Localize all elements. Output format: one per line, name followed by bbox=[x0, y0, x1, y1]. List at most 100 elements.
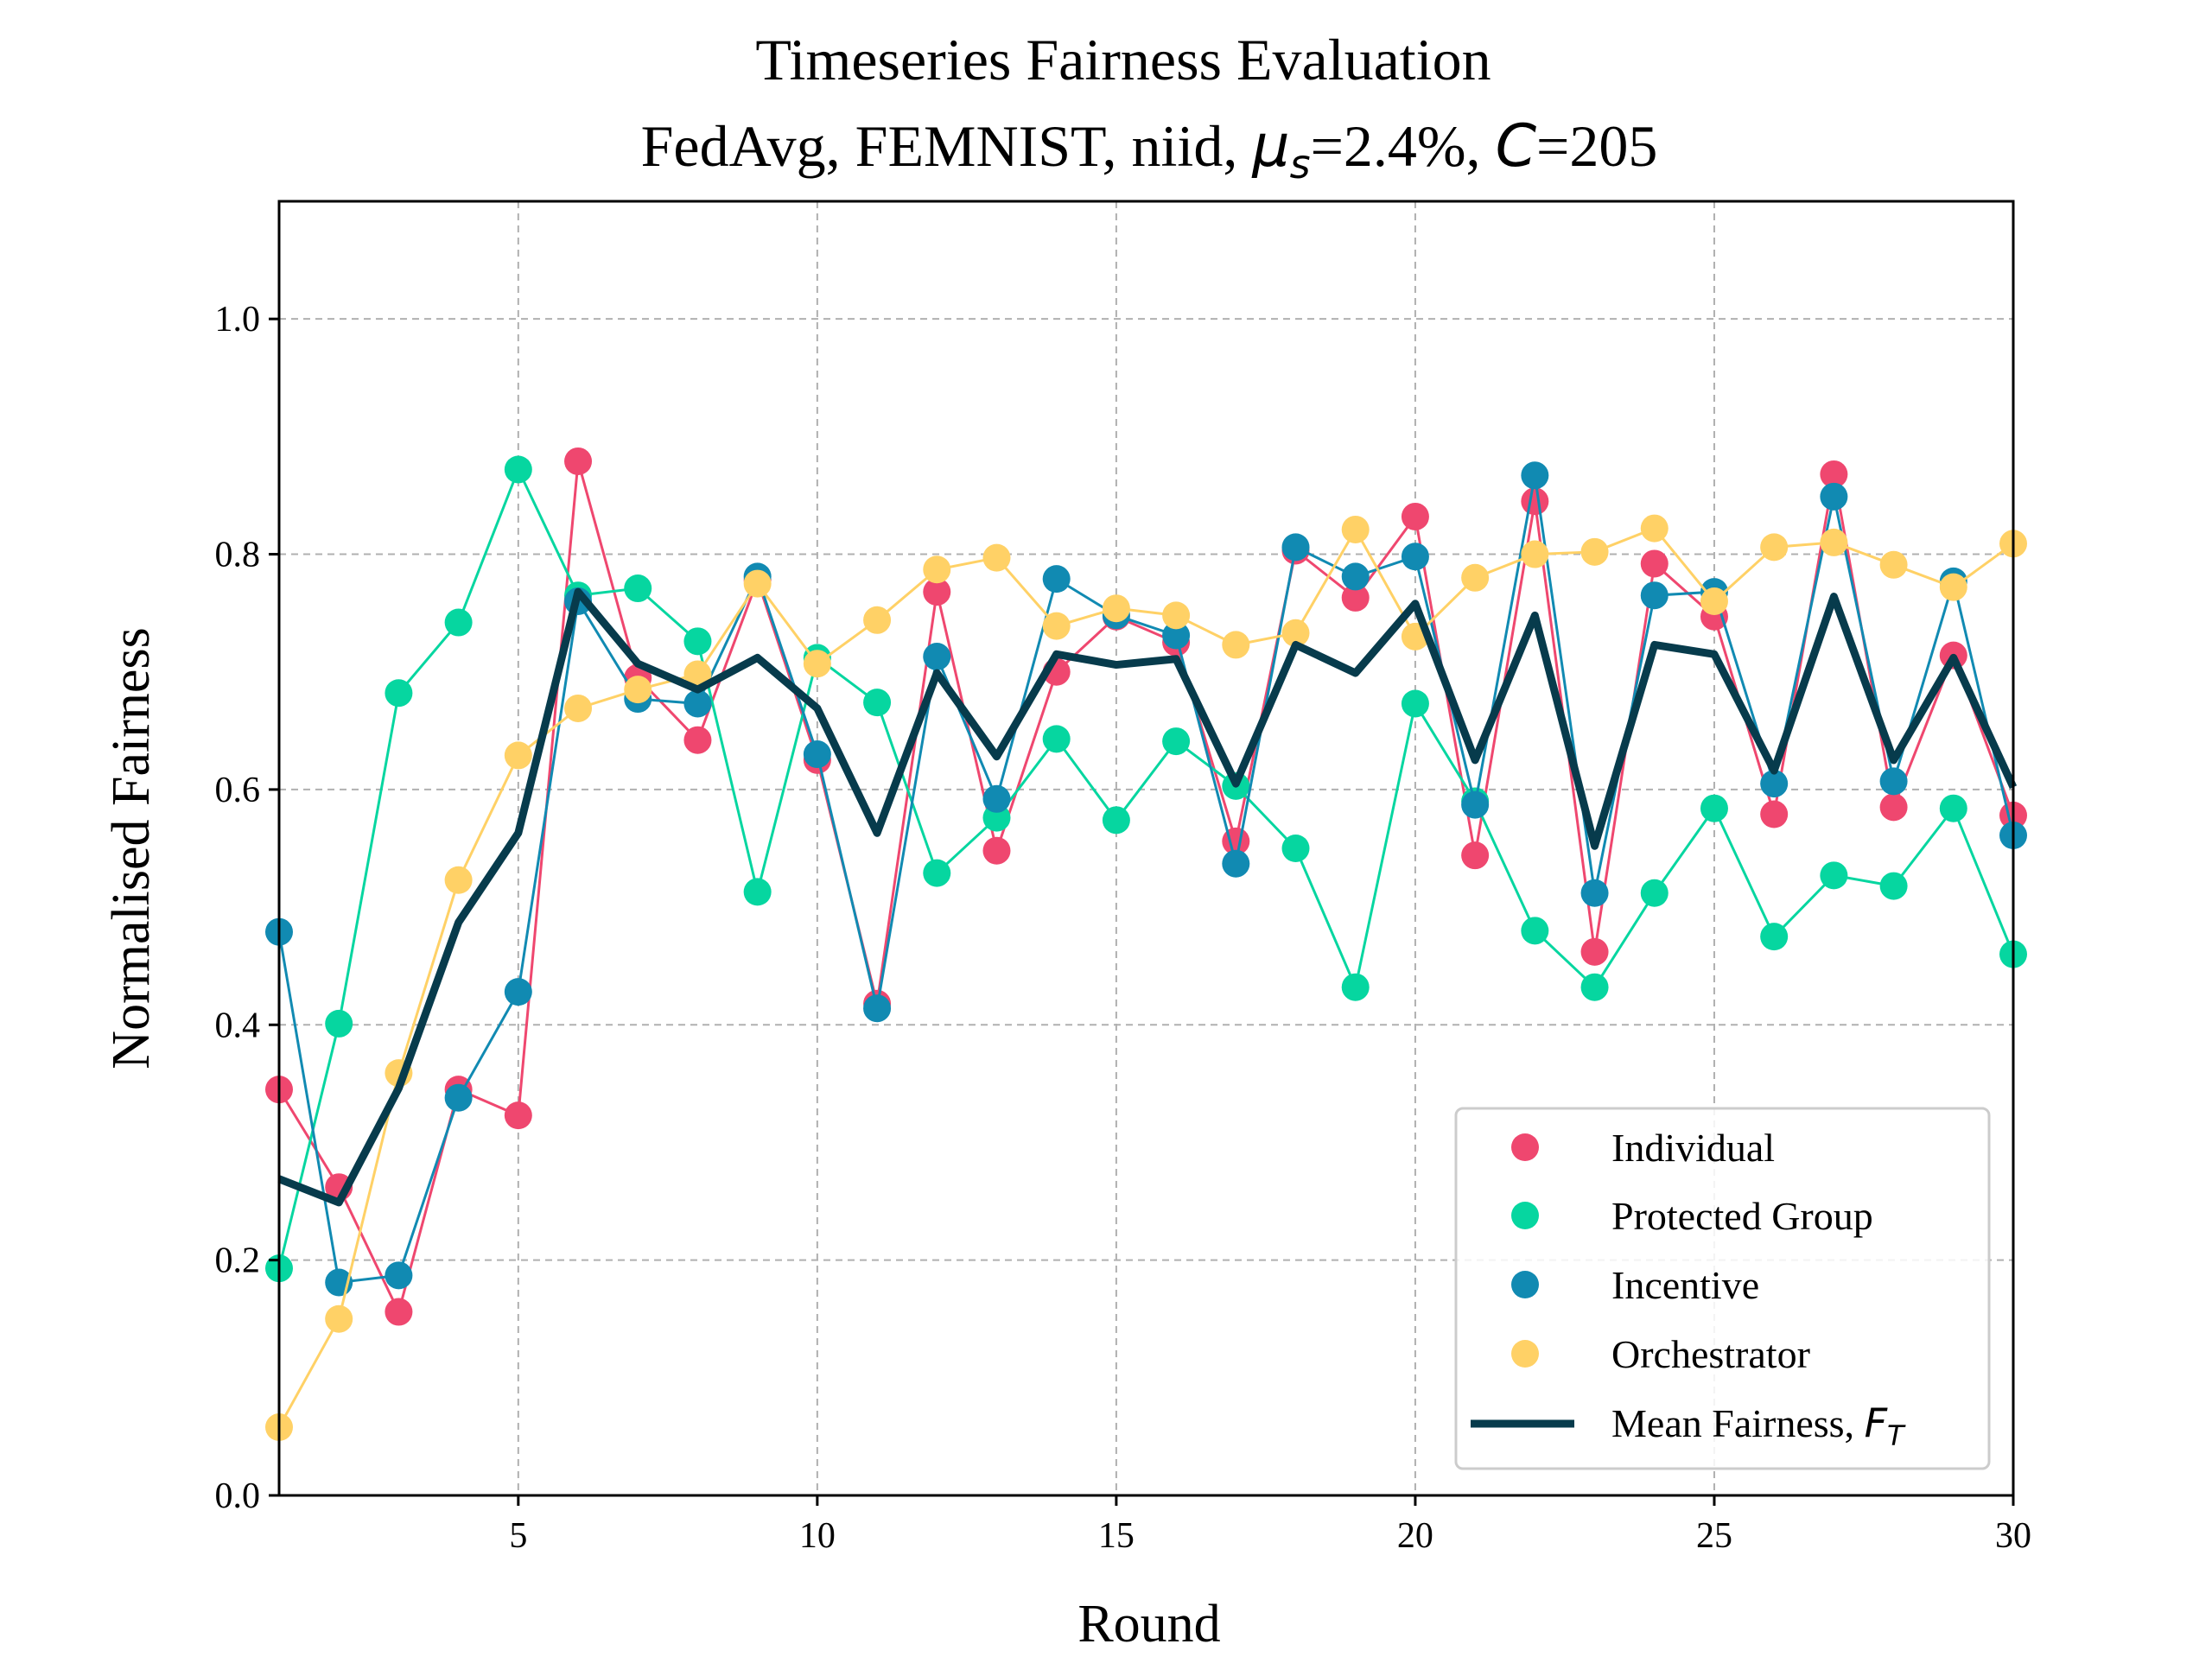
point-incentive bbox=[982, 784, 1011, 813]
point-orchestrator bbox=[1341, 515, 1370, 543]
point-individual bbox=[564, 447, 593, 475]
point-individual bbox=[683, 726, 712, 754]
point-incentive bbox=[1640, 581, 1669, 610]
point-incentive bbox=[1341, 562, 1370, 591]
point-orchestrator bbox=[564, 694, 593, 722]
mean-fairness-line bbox=[277, 587, 2018, 1207]
point-orchestrator bbox=[1042, 612, 1071, 640]
point-incentive bbox=[1222, 849, 1250, 878]
point-incentive bbox=[1042, 565, 1071, 593]
point-protected-group bbox=[444, 608, 473, 637]
y-tick-label: 1.0 bbox=[215, 300, 261, 340]
legend-marker-orchestrator bbox=[1511, 1340, 1539, 1368]
point-individual bbox=[1580, 937, 1609, 966]
legend-label-incentive: Incentive bbox=[1611, 1263, 1759, 1307]
y-tick-label: 0.8 bbox=[215, 536, 261, 575]
point-individual bbox=[923, 578, 951, 606]
point-orchestrator bbox=[1222, 631, 1250, 659]
y-tick-label: 0.0 bbox=[215, 1476, 261, 1516]
point-protected-group bbox=[923, 859, 951, 887]
point-protected-group bbox=[1760, 923, 1789, 951]
point-protected-group bbox=[1820, 861, 1848, 890]
series-protected-group bbox=[265, 455, 2027, 1283]
legend-label-orchestrator: Orchestrator bbox=[1611, 1332, 1810, 1376]
point-orchestrator bbox=[803, 650, 831, 678]
legend-marker-individual bbox=[1511, 1133, 1539, 1161]
point-incentive bbox=[1879, 767, 1908, 796]
point-orchestrator bbox=[743, 569, 772, 598]
point-protected-group bbox=[1401, 689, 1429, 718]
point-orchestrator bbox=[683, 660, 712, 689]
point-incentive bbox=[1281, 533, 1310, 562]
point-individual bbox=[1640, 549, 1669, 578]
chart-title: Timeseries Fairness Evaluation bbox=[755, 27, 1491, 92]
point-incentive bbox=[923, 643, 951, 671]
point-orchestrator bbox=[444, 866, 473, 894]
point-protected-group bbox=[1102, 806, 1130, 835]
point-orchestrator bbox=[923, 555, 951, 584]
point-individual bbox=[385, 1298, 413, 1326]
legend-label-mean: Mean Fairness, FT bbox=[1611, 1400, 1906, 1452]
point-protected-group bbox=[504, 455, 532, 484]
point-protected-group bbox=[325, 1009, 353, 1038]
x-tick-label: 5 bbox=[509, 1516, 527, 1556]
point-protected-group bbox=[1162, 727, 1191, 756]
point-orchestrator bbox=[1820, 528, 1848, 556]
point-orchestrator bbox=[1461, 563, 1490, 592]
legend-marker-incentive bbox=[1511, 1271, 1539, 1298]
series-line-protected-group bbox=[277, 466, 2015, 1269]
subtitle-prefix: FedAvg, FEMNIST, niid, bbox=[641, 113, 1253, 179]
y-tick-label: 0.4 bbox=[215, 1006, 261, 1045]
x-tick-label: 20 bbox=[1397, 1516, 1433, 1556]
point-incentive bbox=[803, 740, 831, 769]
point-protected-group bbox=[1640, 879, 1669, 907]
point-orchestrator bbox=[1102, 594, 1130, 623]
point-orchestrator bbox=[1879, 550, 1908, 579]
point-orchestrator bbox=[1640, 514, 1669, 543]
x-tick-label: 25 bbox=[1696, 1516, 1732, 1556]
point-orchestrator bbox=[1521, 540, 1549, 568]
point-protected-group bbox=[1042, 725, 1071, 753]
point-individual bbox=[1461, 841, 1490, 870]
point-protected-group bbox=[1580, 973, 1609, 1001]
point-orchestrator bbox=[504, 741, 532, 770]
point-orchestrator bbox=[1939, 573, 1967, 601]
point-orchestrator bbox=[982, 543, 1011, 572]
plot-frame bbox=[277, 200, 2015, 1497]
point-protected-group bbox=[1341, 973, 1370, 1001]
point-incentive bbox=[504, 978, 532, 1006]
chart-subtitle: FedAvg, FEMNIST, niid, μs=2.4%, C=205 bbox=[641, 112, 1658, 187]
point-individual bbox=[982, 836, 1011, 865]
point-incentive bbox=[385, 1261, 413, 1290]
point-incentive bbox=[1461, 790, 1490, 819]
point-protected-group bbox=[1700, 794, 1728, 822]
point-incentive bbox=[863, 994, 892, 1023]
legend-box bbox=[1454, 1107, 1991, 1470]
series-line-individual bbox=[277, 460, 2015, 1316]
point-orchestrator bbox=[1281, 619, 1310, 647]
x-tick-label: 15 bbox=[1098, 1516, 1135, 1556]
point-individual bbox=[1760, 800, 1789, 828]
series-line-incentive bbox=[277, 475, 2015, 1285]
point-orchestrator bbox=[1580, 537, 1609, 566]
subtitle-c-value: =205 bbox=[1536, 113, 1657, 179]
series-orchestrator bbox=[265, 514, 2027, 1442]
point-individual bbox=[1401, 502, 1429, 530]
y-axis-label: Normalised Fairness bbox=[102, 627, 161, 1069]
point-orchestrator bbox=[1760, 533, 1789, 562]
point-protected-group bbox=[1281, 835, 1310, 862]
legend-items: Individual Protected Group Incentive Orches… bbox=[1471, 1126, 1873, 1428]
legend: Individual Protected Group Incentive Orches… bbox=[1454, 1107, 1991, 1470]
point-orchestrator bbox=[325, 1304, 353, 1333]
point-protected-group bbox=[743, 878, 772, 906]
x-axis-label: Round bbox=[1077, 1595, 1220, 1653]
point-protected-group bbox=[1879, 872, 1908, 900]
subtitle-c: C bbox=[1496, 112, 1537, 181]
legend-label-protected-group: Protected Group bbox=[1611, 1194, 1873, 1238]
legend-mean-text: Mean Fairness, bbox=[1611, 1401, 1865, 1445]
point-protected-group bbox=[624, 574, 652, 603]
point-individual bbox=[1521, 487, 1549, 516]
point-orchestrator bbox=[1162, 601, 1191, 630]
point-individual bbox=[1820, 460, 1848, 488]
